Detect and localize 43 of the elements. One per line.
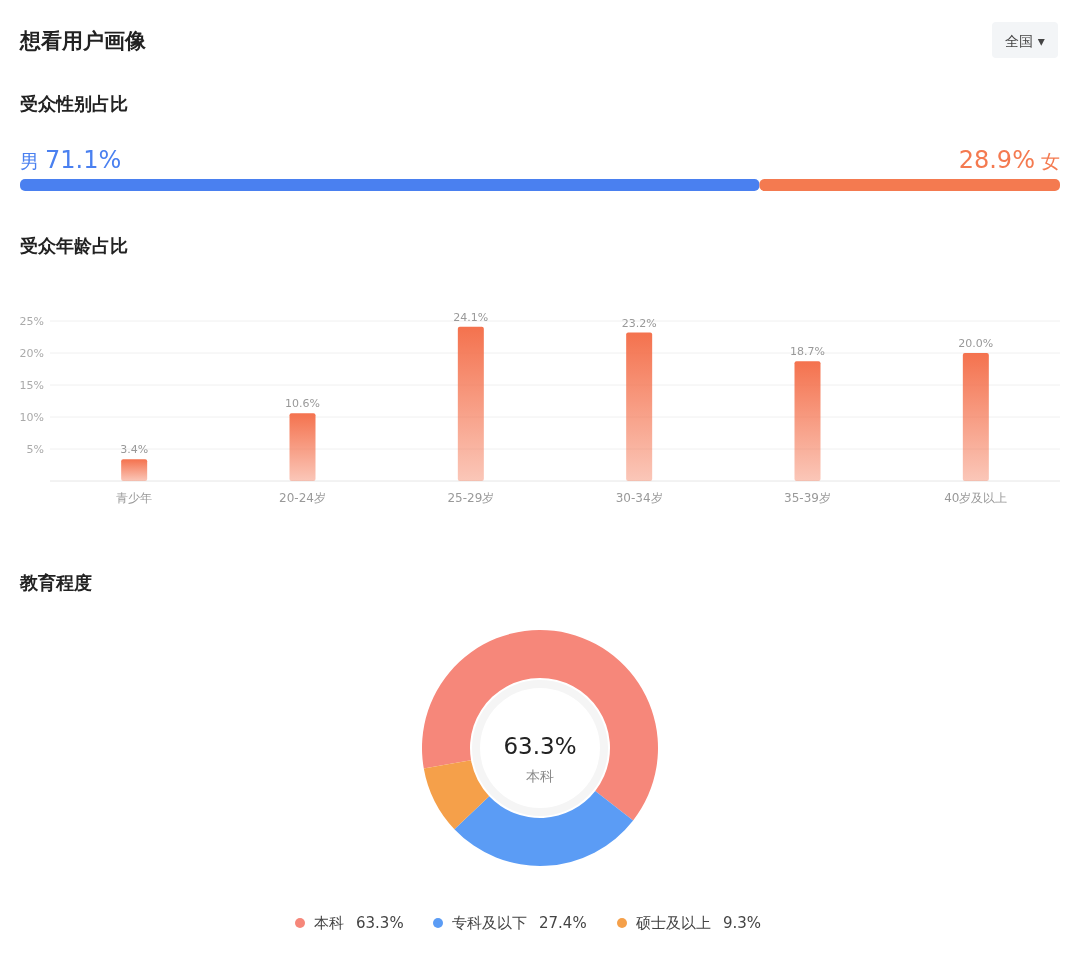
data-label: 63.3% (503, 733, 577, 759)
donut-slice (423, 760, 490, 830)
y-tick-label: 15% (19, 379, 44, 392)
donut-slice (422, 630, 658, 821)
data-label: 23.2% (621, 316, 657, 330)
data-label: 71.1% (45, 146, 122, 174)
x-tick-label: 20-24岁 (279, 491, 326, 505)
y-tick-label: 25% (19, 315, 44, 328)
donut-slice (454, 790, 634, 866)
text: 63.3% (356, 914, 404, 932)
series-label: 男 (20, 150, 46, 172)
bar (626, 332, 653, 481)
data-label: 9.3% (723, 914, 762, 932)
x-tick-label: 30-34岁 (615, 491, 663, 505)
data-label: 10.6% (285, 397, 320, 411)
legend-label: 本科 (314, 914, 344, 932)
data-label: 28.9% (958, 146, 1035, 174)
data-label: 3.4% (120, 443, 149, 457)
bar (794, 361, 821, 481)
slice-label: 本科 (526, 768, 554, 784)
legend-label: 专科及以下 (452, 914, 527, 932)
y-tick-label: 10% (19, 411, 44, 424)
bar (121, 459, 148, 481)
data-label: 27.4% (539, 914, 587, 932)
chart-title: 受众性别占比 (20, 93, 128, 114)
text: 全国 ▾ (1005, 33, 1045, 49)
data-label: 24.1% (453, 310, 489, 324)
chart-title: 受众年龄占比 (20, 235, 128, 256)
x-tick-label: 40岁及以上 (944, 491, 1008, 505)
x-tick-label: 35-39岁 (784, 491, 831, 505)
text: 教育程度 (19, 572, 92, 593)
series-label: 女 (1034, 150, 1060, 172)
bar (962, 353, 989, 481)
x-tick-label: 青少年 (116, 491, 153, 505)
text: 想看用户画像 (19, 29, 147, 53)
legend-label: 硕士及以上 (635, 914, 711, 932)
y-tick-label: 5% (26, 443, 44, 456)
bar (289, 413, 316, 481)
bar (457, 326, 484, 481)
data-label: 20.0% (958, 337, 994, 350)
data-label: 18.7% (790, 345, 825, 359)
x-tick-label: 25-29岁 (447, 491, 495, 505)
y-tick-label: 20% (19, 347, 44, 360)
